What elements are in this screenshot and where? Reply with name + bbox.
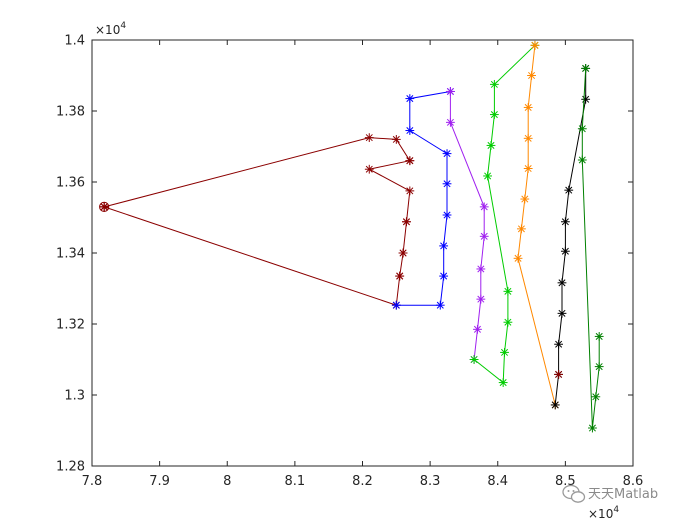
data-point <box>439 241 449 251</box>
data-point <box>476 294 486 304</box>
plot-area <box>92 40 633 466</box>
y-tick-label: 1.4 <box>64 34 85 49</box>
data-point <box>364 133 374 143</box>
route-line <box>554 68 587 405</box>
data-point <box>554 370 564 379</box>
data-point <box>591 392 601 402</box>
x-multiplier-label: ×104 <box>588 505 619 521</box>
data-point <box>405 156 415 166</box>
data-point <box>446 117 455 127</box>
data-point <box>469 355 479 364</box>
data-point <box>530 40 540 50</box>
route-line <box>396 91 451 306</box>
data-point <box>557 278 567 288</box>
data-point <box>554 339 564 349</box>
data-point <box>442 210 452 220</box>
x-tick-label: 8.2 <box>352 474 373 489</box>
data-point <box>520 194 530 204</box>
x-tick-label: 8.3 <box>420 474 441 489</box>
data-point <box>503 317 513 327</box>
x-tick-label: 8.1 <box>285 474 306 489</box>
axis-frame <box>91 39 634 467</box>
x-tick-label: 8 <box>223 474 231 489</box>
data-point <box>557 308 567 318</box>
data-point <box>486 141 496 150</box>
data-point <box>581 94 591 104</box>
data-point <box>439 271 449 281</box>
x-tick-label: 8.6 <box>623 474 644 489</box>
data-point <box>442 149 452 158</box>
data-point <box>398 248 408 258</box>
data-point <box>503 286 513 296</box>
data-point <box>479 231 489 241</box>
data-point <box>405 186 415 196</box>
route-series <box>99 40 604 433</box>
data-point <box>442 179 452 189</box>
y-tick-label: 1.28 <box>56 460 85 475</box>
data-point <box>498 378 508 387</box>
x-tick-label: 7.8 <box>82 474 103 489</box>
data-point <box>479 202 489 212</box>
data-point <box>435 300 445 310</box>
data-point <box>483 171 493 181</box>
data-point <box>446 87 455 96</box>
data-point <box>594 332 604 341</box>
data-point <box>594 362 604 371</box>
data-point <box>588 423 597 433</box>
x-tick-label: 7.9 <box>149 474 170 489</box>
x-tick-labels: 7.8 7.9 8 8.1 8.2 8.3 8.4 8.5 8.6 <box>82 474 644 489</box>
route-line <box>473 44 536 384</box>
x-multiplier-exponent: 4 <box>613 505 619 515</box>
data-point <box>523 103 533 112</box>
data-point <box>523 133 533 143</box>
data-point <box>99 202 109 212</box>
y-tick-label: 1.3 <box>64 389 85 404</box>
data-point <box>405 94 415 103</box>
watermark: 天天Matlab <box>562 484 658 503</box>
data-point <box>527 71 536 80</box>
data-point <box>402 217 411 227</box>
data-point <box>550 400 560 410</box>
y-tick-labels: 1.28 1.3 1.32 1.34 1.36 1.38 1.4 <box>56 34 85 475</box>
data-point <box>577 124 587 134</box>
data-point <box>476 264 486 274</box>
depot-marker <box>99 201 110 212</box>
y-multiplier-exponent: 4 <box>120 21 126 31</box>
y-tick-label: 1.34 <box>56 247 85 262</box>
data-point <box>564 185 574 195</box>
data-point <box>391 135 401 144</box>
y-multiplier-label: ×104 <box>95 21 126 37</box>
data-point <box>405 126 415 135</box>
data-point <box>577 155 587 165</box>
overlay-points <box>395 156 564 379</box>
data-point <box>489 110 499 119</box>
data-point <box>391 300 401 310</box>
route-5 <box>513 40 560 410</box>
route-7 <box>577 64 604 433</box>
data-point <box>500 348 509 357</box>
x-tick-label: 8.4 <box>487 474 508 489</box>
data-point <box>560 246 570 256</box>
watermark-text: 天天Matlab <box>588 487 658 502</box>
data-point <box>364 164 374 174</box>
x-multiplier-base: ×10 <box>588 507 613 521</box>
wechat-logo-icon <box>562 484 586 503</box>
y-tick-label: 1.32 <box>56 318 85 333</box>
data-point <box>560 217 570 227</box>
data-point <box>523 164 533 173</box>
data-point <box>513 253 523 263</box>
route-line <box>449 91 485 360</box>
data-point <box>517 224 526 234</box>
y-multiplier-base: ×10 <box>95 23 120 37</box>
y-tick-label: 1.36 <box>56 176 85 191</box>
data-point <box>395 271 405 281</box>
data-point <box>581 64 591 73</box>
y-tick-label: 1.38 <box>56 105 85 120</box>
data-point <box>473 324 482 334</box>
data-point <box>489 79 499 89</box>
route-3 <box>446 87 489 364</box>
